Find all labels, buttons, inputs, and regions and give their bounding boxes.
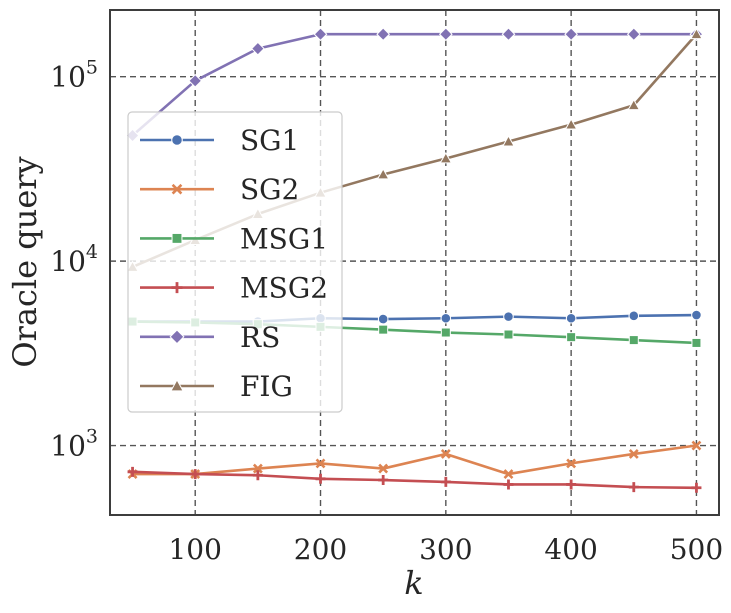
data-point-sg2 xyxy=(252,463,263,474)
y-axis-ticks: 103 104 105 xyxy=(50,57,98,463)
data-point-fig xyxy=(439,151,453,164)
data-point-rs xyxy=(626,27,641,42)
data-point-msg1 xyxy=(691,337,702,348)
legend-item-sg2: SG2 xyxy=(140,173,299,206)
legend-marker-msg2 xyxy=(171,282,183,294)
data-point-msg1 xyxy=(378,324,389,335)
data-point-sg1 xyxy=(440,312,452,324)
legend-items: SG1 SG2 MSG1 MSG2 RS FIG xyxy=(140,124,328,403)
data-point-msg2 xyxy=(315,473,326,484)
data-point-msg2 xyxy=(127,466,138,477)
data-point-sg2 xyxy=(628,449,639,459)
series-line-rs xyxy=(131,32,697,137)
data-point-sg2 xyxy=(691,440,702,451)
legend-marker-sg1 xyxy=(171,134,183,146)
legend-label-sg1: SG1 xyxy=(240,124,299,157)
legend-label-msg1: MSG1 xyxy=(240,222,328,255)
data-point-msg2 xyxy=(190,469,201,480)
x-tick-label: 100 xyxy=(168,533,221,566)
data-point-sg2 xyxy=(503,469,514,480)
data-point-rs xyxy=(250,41,265,56)
grid xyxy=(110,10,719,515)
data-point-rs xyxy=(501,27,516,42)
data-point-sg1 xyxy=(691,309,702,321)
y-tick-label: 104 xyxy=(50,241,98,278)
legend: SG1 SG2 MSG1 MSG2 RS FIG xyxy=(127,111,343,413)
legend-item-msg1: MSG1 xyxy=(140,222,328,255)
legend-item-fig: FIG xyxy=(140,370,293,403)
y-tick-label: 105 xyxy=(50,57,98,94)
data-point-sg2 xyxy=(378,463,389,474)
plot-frame xyxy=(109,9,720,516)
legend-item-msg2: MSG2 xyxy=(140,272,328,305)
data-point-fig xyxy=(376,167,390,180)
x-tick-label: 400 xyxy=(544,533,597,566)
data-point-rs xyxy=(564,27,579,42)
data-point-fig xyxy=(502,135,515,147)
series-line-sg2 xyxy=(132,444,697,476)
data-point-msg1 xyxy=(503,329,514,340)
x-tick-label: 200 xyxy=(294,533,347,566)
series-line-msg2 xyxy=(132,470,697,490)
y-tick-label: 103 xyxy=(50,426,98,463)
data-point-rs xyxy=(438,27,453,42)
data-point-msg2 xyxy=(252,470,263,481)
data-point-sg2 xyxy=(440,449,451,459)
series-rs xyxy=(125,27,704,143)
data-point-sg1 xyxy=(377,313,389,325)
data-point-rs xyxy=(188,73,203,88)
data-point-msg1 xyxy=(440,327,451,338)
y-axis-label: Oracle query xyxy=(6,156,44,367)
legend-frame xyxy=(127,111,343,413)
data-point-sg2 xyxy=(566,458,577,469)
legend-label-sg2: SG2 xyxy=(240,173,299,206)
x-axis-ticks: 100 200 300 400 500 xyxy=(168,533,723,566)
data-point-msg2 xyxy=(691,482,702,493)
legend-marker-rs xyxy=(169,329,185,345)
x-tick-label: 500 xyxy=(670,533,723,566)
data-point-sg1 xyxy=(565,312,577,324)
series-msg2 xyxy=(127,466,702,493)
legend-label-msg2: MSG2 xyxy=(240,272,328,305)
x-axis-label: k xyxy=(404,564,423,602)
series-sg2 xyxy=(127,440,702,480)
data-point-rs xyxy=(313,27,328,42)
data-point-fig xyxy=(690,27,703,40)
data-point-msg2 xyxy=(628,482,639,493)
data-point-fig xyxy=(564,118,578,130)
data-point-msg2 xyxy=(566,479,577,490)
legend-item-sg1: SG1 xyxy=(140,124,299,157)
data-point-msg2 xyxy=(378,475,389,486)
legend-marker-fig xyxy=(170,378,184,392)
data-point-msg2 xyxy=(503,479,514,490)
data-point-rs xyxy=(376,27,391,42)
legend-marker-sg2 xyxy=(171,183,183,195)
legend-label-rs: RS xyxy=(240,321,280,354)
data-point-sg2 xyxy=(315,458,326,469)
data-point-msg2 xyxy=(440,476,451,487)
data-point-msg1 xyxy=(566,332,577,343)
legend-marker-msg1 xyxy=(171,232,183,244)
legend-item-rs: RS xyxy=(140,321,280,354)
legend-label-fig: FIG xyxy=(240,370,293,403)
data-point-fig xyxy=(627,98,641,111)
data-point-sg1 xyxy=(628,310,640,322)
x-tick-label: 300 xyxy=(419,533,472,566)
data-point-msg1 xyxy=(628,335,639,346)
data-point-sg1 xyxy=(503,311,514,322)
